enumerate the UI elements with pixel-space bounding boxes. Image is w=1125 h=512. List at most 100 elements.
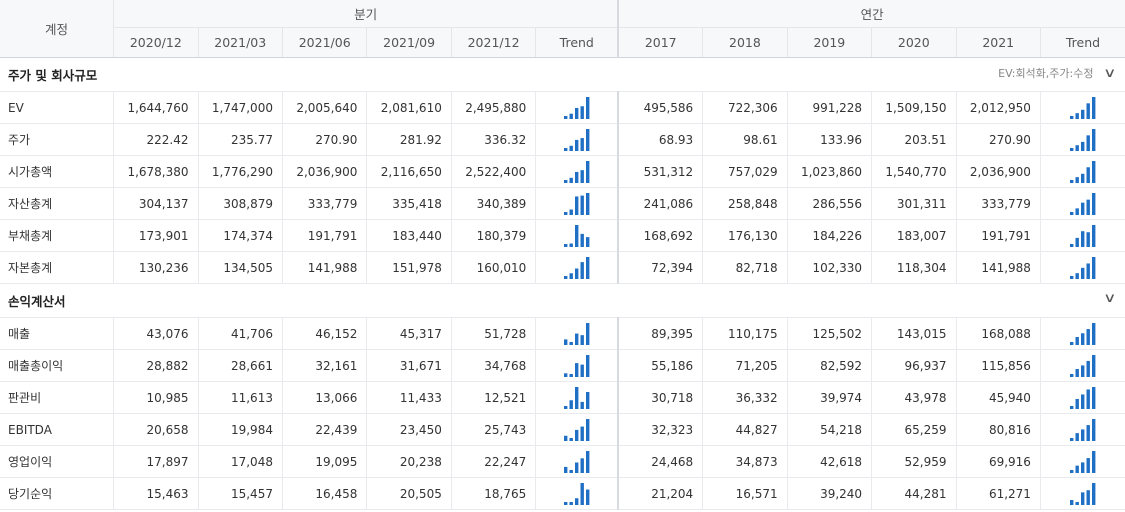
sparkline-bar <box>585 354 590 377</box>
sparkline-bar <box>1086 262 1090 279</box>
row-label[interactable]: 부채총계 <box>0 219 114 252</box>
quarter-value: 191,791 <box>281 219 367 252</box>
row-label[interactable]: 시가총액 <box>0 155 114 188</box>
sparkline-bar <box>580 105 584 119</box>
annual-trend-cell[interactable] <box>1039 219 1125 252</box>
sparkline-bar <box>1091 96 1096 119</box>
quarterly-trend-sparkline <box>563 128 590 151</box>
quarterly-trend-cell[interactable] <box>535 317 619 350</box>
sparkline-bar <box>1069 437 1074 441</box>
row-label[interactable]: EBITDA <box>0 413 114 446</box>
chevron-down-icon[interactable]: ∨ <box>1103 291 1117 306</box>
quarter-value: 2,036,900 <box>281 155 367 188</box>
row-label[interactable]: 주가 <box>0 123 114 156</box>
table-row: EV 1,644,760 1,747,000 2,005,640 2,081,610 2,… <box>0 91 1125 124</box>
row-label[interactable]: 당기순익 <box>0 477 114 510</box>
table-row: EBITDA 20,658 19,984 22,439 23,450 25,743 32,3… <box>0 413 1125 446</box>
row-label[interactable]: 매출총이익 <box>0 349 114 382</box>
quarter-value: 134,505 <box>197 251 283 284</box>
sparkline-bar <box>574 386 579 409</box>
annual-trend-sparkline <box>1069 450 1096 473</box>
sparkline-bar <box>1080 141 1085 151</box>
annual-trend-cell[interactable] <box>1039 91 1125 124</box>
sparkline-bar <box>1086 199 1090 215</box>
sparkline-bar <box>585 236 590 247</box>
sparkline-bar <box>563 466 568 473</box>
annual-trend-sparkline <box>1069 256 1096 279</box>
chevron-down-icon[interactable]: ∨ <box>1103 66 1117 81</box>
sparkline-bar <box>1080 202 1085 215</box>
sparkline-bar <box>580 482 584 505</box>
quarterly-trend-cell[interactable] <box>535 219 619 252</box>
quarter-column-header: 2021/03 <box>197 27 283 58</box>
quarter-value: 23,450 <box>366 413 452 446</box>
sparkline-bar <box>563 338 568 345</box>
row-label[interactable]: 판관비 <box>0 381 114 414</box>
sparkline-bar <box>580 426 584 441</box>
row-label[interactable]: 영업이익 <box>0 445 114 478</box>
quarter-value: 222.42 <box>113 123 199 156</box>
annual-trend-cell[interactable] <box>1039 155 1125 188</box>
sparkline-bar <box>1080 461 1085 473</box>
annual-trend-cell[interactable] <box>1039 349 1125 382</box>
annual-value: 168,088 <box>955 317 1041 350</box>
annual-header: 연간 <box>617 0 1125 28</box>
sparkline-bar <box>1075 432 1079 441</box>
sparkline-bar <box>1086 489 1090 505</box>
sparkline-bar <box>574 333 579 345</box>
section-header[interactable]: 주가 및 회사규모 EV:회석화,주가:수정 ∨ <box>0 57 1125 92</box>
quarterly-trend-cell[interactable] <box>535 91 619 124</box>
annual-trend-cell[interactable] <box>1039 187 1125 220</box>
quarterly-trend-cell[interactable] <box>535 445 619 478</box>
sparkline-bar <box>574 107 579 119</box>
sparkline-bar <box>569 341 573 345</box>
annual-value: 115,856 <box>955 349 1041 382</box>
quarterly-trend-sparkline <box>563 322 590 345</box>
sparkline-bar <box>1091 450 1096 473</box>
quarter-value: 19,984 <box>197 413 283 446</box>
sparkline-bar <box>1091 354 1096 377</box>
quarterly-trend-cell[interactable] <box>535 251 619 284</box>
annual-trend-cell[interactable] <box>1039 317 1125 350</box>
quarterly-trend-cell[interactable] <box>535 381 619 414</box>
quarterly-trend-cell[interactable] <box>535 155 619 188</box>
quarter-value: 34,768 <box>450 349 536 382</box>
quarter-value: 22,247 <box>450 445 536 478</box>
annual-trend-cell[interactable] <box>1039 413 1125 446</box>
sparkline-bar <box>1069 341 1074 345</box>
annual-trend-cell[interactable] <box>1039 251 1125 284</box>
annual-trend-cell[interactable] <box>1039 477 1125 510</box>
sparkline-bar <box>563 275 568 279</box>
sparkline-bar <box>1080 173 1085 183</box>
quarterly-trend-cell[interactable] <box>535 413 619 446</box>
annual-trend-cell[interactable] <box>1039 445 1125 478</box>
annual-trend-cell[interactable] <box>1039 123 1125 156</box>
quarterly-trend-cell[interactable] <box>535 349 619 382</box>
row-label[interactable]: EV <box>0 91 114 124</box>
quarterly-trend-cell[interactable] <box>535 477 619 510</box>
quarterly-trend-cell[interactable] <box>535 123 619 156</box>
table-row: 자본총계 130,236 134,505 141,988 151,978 160,010 7… <box>0 251 1125 284</box>
annual-trend-cell[interactable] <box>1039 381 1125 414</box>
sparkline-bar <box>1069 275 1074 279</box>
quarterly-trend-cell[interactable] <box>535 187 619 220</box>
section-header[interactable]: 손익계산서 ∨ <box>0 283 1125 318</box>
sparkline-bar <box>574 462 579 473</box>
quarterly-trend-sparkline <box>563 482 590 505</box>
sparkline-bar <box>585 418 590 441</box>
row-label[interactable]: 매출 <box>0 317 114 350</box>
table-row: 시가총액 1,678,380 1,776,290 2,036,900 2,116,650… <box>0 155 1125 188</box>
row-label[interactable]: 자본총계 <box>0 251 114 284</box>
sparkline-bar <box>1075 501 1079 505</box>
sparkline-bar <box>1091 128 1096 151</box>
account-header: 계정 <box>0 0 114 58</box>
quarter-value: 32,161 <box>281 349 367 382</box>
row-label[interactable]: 자산총계 <box>0 187 114 220</box>
annual-value: 133.96 <box>786 123 872 156</box>
sparkline-bar <box>1080 364 1085 377</box>
quarter-value: 1,678,380 <box>113 155 199 188</box>
quarter-value: 270.90 <box>281 123 367 156</box>
quarter-value: 28,882 <box>113 349 199 382</box>
annual-value: 30,718 <box>617 381 703 414</box>
annual-value: 55,186 <box>617 349 703 382</box>
